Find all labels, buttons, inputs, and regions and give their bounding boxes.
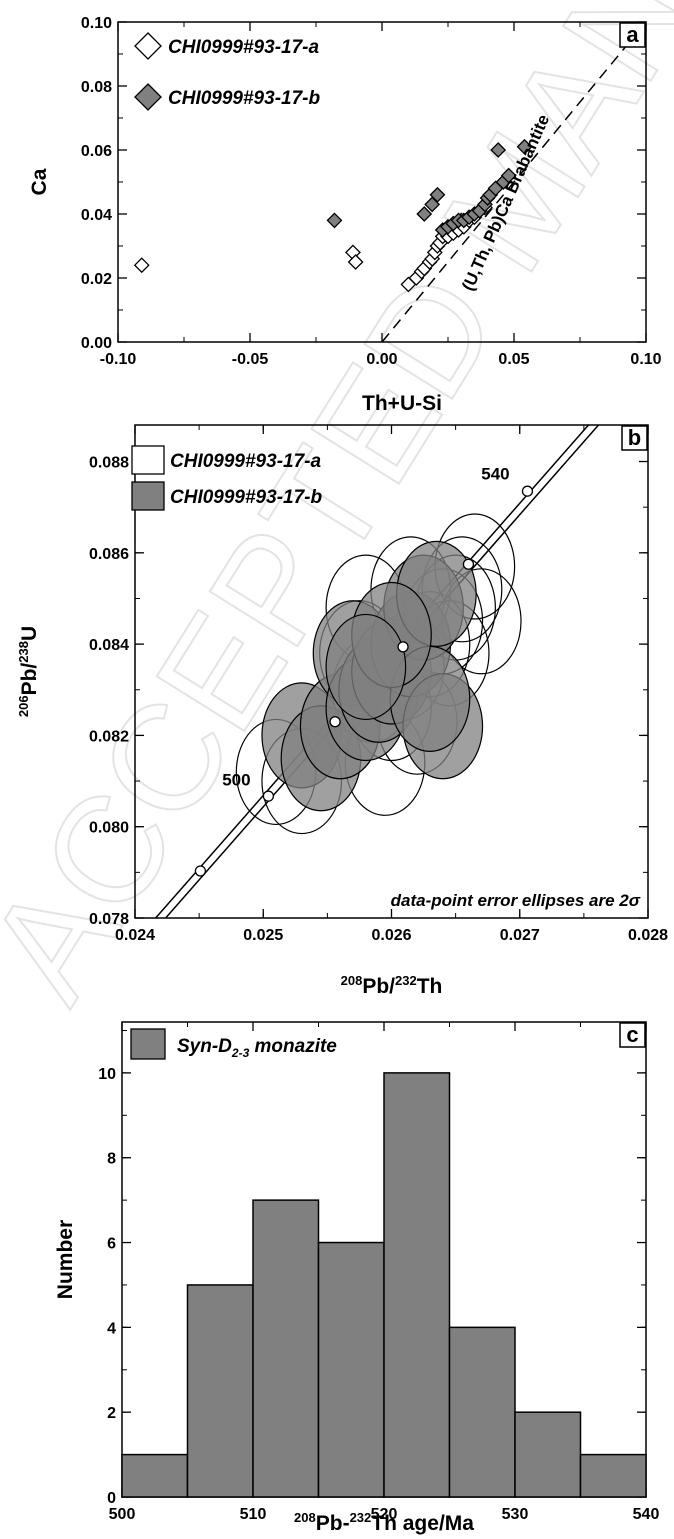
concordia-age-label: 500 xyxy=(222,770,250,789)
y-tick-label: 0.084 xyxy=(89,637,129,654)
histogram-bar xyxy=(317,1241,385,1498)
y-tick-label: 10 xyxy=(98,1066,116,1083)
legend-label: CHI0999#93-17-a xyxy=(170,451,321,472)
panel-label: b xyxy=(628,425,641,450)
legend-marker xyxy=(130,1028,166,1060)
concordia-age-marker xyxy=(521,485,534,497)
y-tick-label: 6 xyxy=(107,1236,116,1253)
brabantite-reference-line xyxy=(381,22,646,342)
y-tick-label: 0.06 xyxy=(81,143,112,160)
legend-marker xyxy=(131,445,165,475)
data-point xyxy=(516,138,533,155)
y-tick-label: 0.08 xyxy=(81,79,112,96)
y-tick-label: 0.02 xyxy=(81,271,112,288)
y-tick-label: 0.078 xyxy=(89,911,129,928)
x-axis-label: 208Pb/232Th xyxy=(341,973,443,998)
concordia-age-marker xyxy=(329,716,341,728)
x-tick-label: -0.05 xyxy=(232,351,269,368)
data-point xyxy=(133,257,150,274)
legend-marker xyxy=(134,32,162,60)
legend-marker xyxy=(131,481,165,511)
legend-label: CHI0999#93-17-b xyxy=(168,88,320,109)
data-point xyxy=(347,254,364,270)
x-tick-label: 0.026 xyxy=(371,927,411,944)
y-tick-label: 2 xyxy=(107,1405,116,1422)
y-axis-label: Ca xyxy=(28,168,51,195)
panel-c-histogram: 500 510 520 530 540 0 2 4 6 8 10 Syn-D2-3 monazite c… xyxy=(54,1021,660,1535)
panel-b-content xyxy=(155,425,600,918)
x-axis-label: Th+U-Si xyxy=(362,392,442,415)
x-tick-label: 0.025 xyxy=(243,927,283,944)
x-tick-label: 0.027 xyxy=(500,927,540,944)
concordia-age-marker xyxy=(262,790,275,802)
x-tick-label: 0.00 xyxy=(366,351,397,368)
y-tick-label: 8 xyxy=(107,1151,116,1168)
y-tick-label: 0.086 xyxy=(89,546,129,563)
y-tick-label: 0 xyxy=(107,1490,116,1507)
x-tick-label: 500 xyxy=(109,1506,136,1523)
x-tick-label: -0.10 xyxy=(100,351,137,368)
error-ellipse-note: data-point error ellipses are 2σ xyxy=(391,891,641,910)
panel-b-concordia: 0.024 0.025 0.026 0.027 0.028 0.078 0.080 0.082… xyxy=(16,424,668,998)
y-tick-label: 0.00 xyxy=(81,335,112,352)
y-tick-label: 0.082 xyxy=(89,728,129,745)
panel-label-box xyxy=(619,22,646,48)
x-tick-label: 0.028 xyxy=(628,927,668,944)
concordia-age-label: 540 xyxy=(481,464,509,483)
panel-label: c xyxy=(626,1022,638,1047)
y-tick-label: 4 xyxy=(107,1320,116,1337)
x-tick-label: 0.05 xyxy=(498,351,529,368)
concordia-age-marker xyxy=(397,641,409,653)
concordia-age-marker xyxy=(194,865,207,877)
y-axis-label: Number xyxy=(54,1220,77,1299)
legend-marker xyxy=(134,83,162,111)
y-tick-label: 0.04 xyxy=(81,207,112,224)
histogram-bar xyxy=(514,1411,582,1498)
x-axis-label: 208Pb-232Th age/Ma xyxy=(294,1510,474,1535)
y-axis-label: 206Pb/238U xyxy=(16,626,41,717)
y-tick-label: 0.080 xyxy=(89,820,129,837)
histogram-bar xyxy=(121,1453,189,1498)
x-tick-label: 530 xyxy=(502,1506,529,1523)
panel-label: a xyxy=(626,22,639,47)
histogram-bar xyxy=(186,1284,254,1498)
x-tick-label: 0.024 xyxy=(115,927,155,944)
concordia-age-marker xyxy=(462,558,475,570)
data-point xyxy=(490,142,507,158)
data-point xyxy=(416,206,433,222)
legend-label: Syn-D2-3 monazite xyxy=(177,1036,337,1060)
histogram-bar xyxy=(383,1072,451,1498)
x-tick-label: 0.10 xyxy=(630,351,661,368)
x-tick-label: 540 xyxy=(633,1506,660,1523)
legend-label: CHI0999#93-17-b xyxy=(170,487,322,508)
data-point xyxy=(429,186,446,203)
panel-label-box xyxy=(619,1022,646,1048)
data-point xyxy=(326,212,343,229)
histogram-bar xyxy=(579,1453,647,1498)
x-tick-label: 520 xyxy=(371,1506,398,1523)
y-tick-label: 0.10 xyxy=(81,15,112,32)
histogram-bar xyxy=(252,1199,320,1498)
legend-label: CHI0999#93-17-a xyxy=(168,37,319,58)
data-point xyxy=(500,167,517,184)
y-tick-label: 0.088 xyxy=(89,455,129,472)
x-tick-label: 510 xyxy=(240,1506,267,1523)
error-ellipse-filled xyxy=(325,613,407,721)
panel-label-box xyxy=(621,425,648,451)
histogram-bar xyxy=(448,1326,516,1498)
